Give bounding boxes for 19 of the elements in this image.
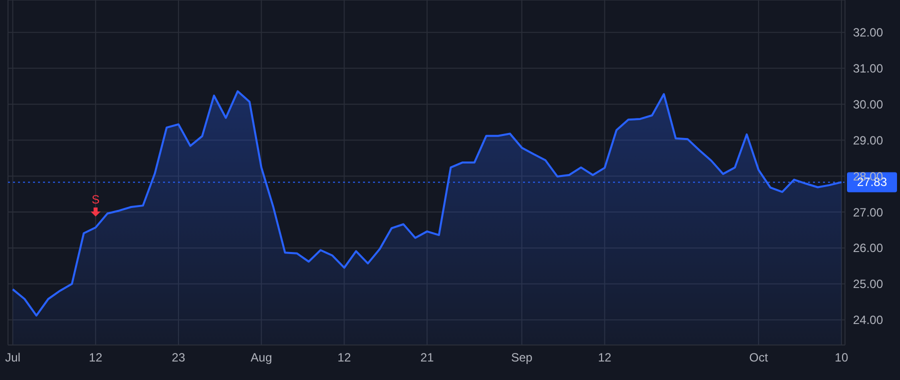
x-tick-label: Oct xyxy=(749,350,769,365)
x-tick-label: 12 xyxy=(598,350,612,365)
y-tick-label: 30.00 xyxy=(853,97,884,112)
x-tick-label: 12 xyxy=(88,350,103,365)
y-tick-label: 32.00 xyxy=(853,26,884,40)
x-tick-label: 23 xyxy=(172,350,186,365)
y-tick-label: 25.00 xyxy=(853,277,884,292)
x-tick-label: 10 xyxy=(834,350,848,365)
x-tick-label: Aug xyxy=(250,350,272,365)
x-tick-label: Sep xyxy=(511,350,533,365)
annotation: S xyxy=(92,192,100,206)
x-tick-label: 21 xyxy=(420,350,434,365)
y-tick-label: 24.00 xyxy=(853,313,884,328)
x-tick-label: Jul xyxy=(5,350,20,365)
x-tick-label: 12 xyxy=(338,350,352,365)
y-tick-label: 31.00 xyxy=(853,62,884,76)
y-tick-label: 29.00 xyxy=(853,133,884,148)
y-tick-label: 26.00 xyxy=(853,241,884,256)
y-tick-label: 27.00 xyxy=(853,205,884,220)
